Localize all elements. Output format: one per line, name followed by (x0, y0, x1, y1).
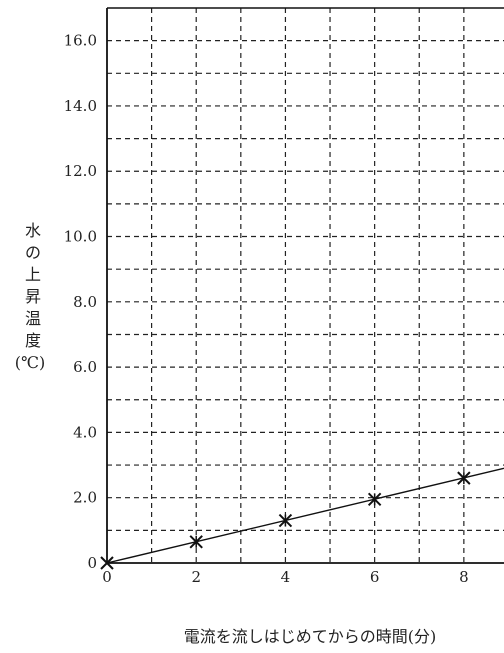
marker-stroke (100, 556, 114, 570)
data-point (457, 471, 471, 485)
y-tick-label: 0 (87, 554, 97, 572)
y-axis-title-char: (℃) (15, 353, 45, 372)
x-tick-label: 0 (102, 568, 112, 586)
data-point (100, 556, 114, 570)
y-axis-title-char: 昇 (25, 287, 41, 306)
plot-frame (106, 7, 504, 564)
y-axis-title-char: の (25, 243, 41, 262)
y-axis-title-char: 度 (25, 331, 41, 350)
data-point (278, 513, 293, 528)
y-tick-label: 12.0 (64, 162, 97, 180)
data-points (100, 471, 471, 570)
trend-line-group (106, 467, 504, 564)
y-axis-title-char: 水 (25, 221, 41, 240)
y-tick-label: 16.0 (64, 32, 97, 50)
x-tick-label: 8 (459, 568, 469, 586)
y-tick-label: 10.0 (64, 228, 97, 246)
y-tick-label: 6.0 (73, 358, 97, 376)
y-tick-label: 2.0 (73, 489, 97, 507)
x-tick-label: 6 (370, 568, 380, 586)
y-tick-label: 8.0 (73, 293, 97, 311)
data-point (189, 535, 203, 549)
y-axis-title-char: 上 (25, 265, 41, 284)
y-tick-labels: 0 2.0 4.0 6.0 8.0 10.0 12.0 14.0 16.0 (64, 32, 97, 572)
grid (107, 8, 504, 563)
x-tick-label: 2 (191, 568, 201, 586)
y-tick-label: 4.0 (73, 423, 97, 441)
y-tick-label: 14.0 (64, 97, 97, 115)
trend-line (106, 467, 504, 564)
data-point (367, 492, 382, 507)
x-tick-labels: 0 2 4 6 8 (102, 568, 468, 586)
y-axis-title-char: 温 (25, 309, 41, 328)
x-axis-title: 電流を流しはじめてからの時間(分) (184, 627, 437, 646)
x-tick-label: 4 (281, 568, 291, 586)
